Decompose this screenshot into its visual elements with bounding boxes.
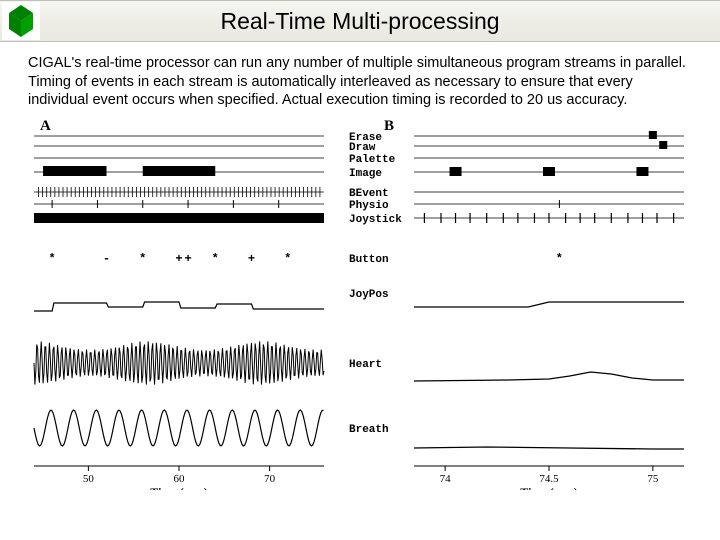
svg-text:*: * [212, 252, 219, 266]
svg-text:Palette: Palette [349, 154, 396, 166]
svg-text:JoyPos: JoyPos [349, 289, 389, 301]
svg-text:75: 75 [647, 473, 659, 485]
page-title: Real-Time Multi-processing [40, 8, 720, 35]
svg-text:A: A [40, 118, 51, 134]
svg-text:74.5: 74.5 [539, 473, 559, 485]
svg-text:+: + [184, 252, 191, 266]
title-bar: Real-Time Multi-processing [0, 0, 720, 42]
svg-text:50: 50 [83, 473, 95, 485]
svg-text:Heart: Heart [349, 359, 382, 371]
svg-text:60: 60 [174, 473, 186, 485]
svg-text:74: 74 [440, 473, 452, 485]
svg-text:-: - [103, 252, 110, 266]
timing-figure: ABEraseDrawPaletteImageBEventPhysioJoyst… [0, 118, 720, 490]
svg-text:70: 70 [264, 473, 276, 485]
svg-text:*: * [284, 252, 291, 266]
description-paragraph: CIGAL's real-time processor can run any … [0, 42, 720, 118]
svg-text:Button: Button [349, 254, 389, 266]
timing-chart-svg: ABEraseDrawPaletteImageBEventPhysioJoyst… [24, 118, 696, 490]
svg-text:Image: Image [349, 168, 382, 180]
svg-text:Time (secs): Time (secs) [520, 485, 577, 490]
svg-text:Time (secs): Time (secs) [150, 485, 207, 490]
svg-text:Draw: Draw [349, 142, 376, 154]
svg-text:*: * [49, 252, 56, 266]
svg-text:+: + [248, 252, 255, 266]
svg-text:Joystick: Joystick [349, 214, 402, 226]
svg-text:B: B [384, 118, 394, 134]
svg-text:BEvent: BEvent [349, 188, 389, 200]
svg-text:+: + [175, 252, 182, 266]
svg-text:*: * [556, 252, 563, 266]
svg-text:Physio: Physio [349, 200, 389, 212]
logo-icon [2, 2, 40, 40]
svg-text:Breath: Breath [349, 424, 389, 436]
svg-text:*: * [139, 252, 146, 266]
